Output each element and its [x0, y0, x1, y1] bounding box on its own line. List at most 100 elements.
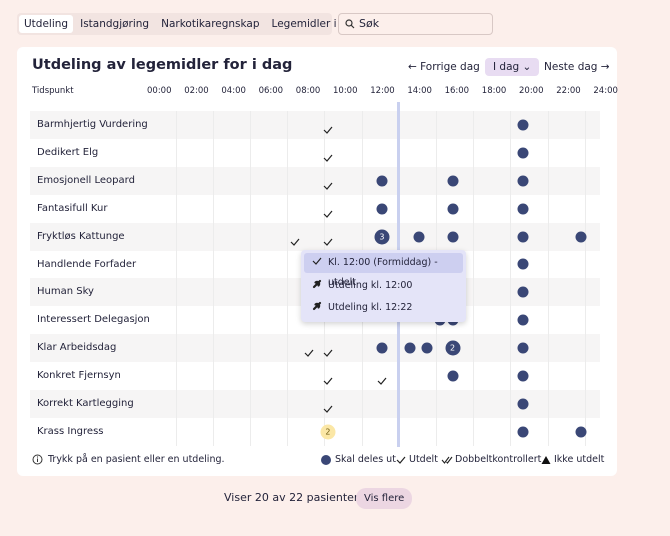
search-field[interactable]: Søk [338, 13, 493, 35]
patient-name: Dedikert Elg [37, 146, 99, 158]
patient-row[interactable]: Klar Arbeidsdag [30, 334, 600, 363]
patient-row[interactable]: Fantasifull Kur [30, 195, 600, 223]
popup-menu: Kl. 12:00 (Formiddag) - utdelt Utdeling k… [301, 250, 466, 322]
event-dot[interactable] [447, 370, 459, 382]
popup-label: Kl. 12:00 (Formiddag) - utdelt [328, 257, 438, 288]
previous-day[interactable]: ← Forrige dag [408, 61, 480, 73]
status-text: Viser 20 av 22 pasienter [224, 491, 359, 504]
event-count[interactable]: 3 [374, 229, 390, 245]
event-dot[interactable] [376, 203, 388, 215]
patient-row[interactable]: Krass Ingress [30, 418, 600, 446]
hour-label: 08:00 [295, 86, 321, 96]
legend-dot [321, 455, 331, 465]
popup-item[interactable]: Kl. 12:00 (Formiddag) - utdelt [304, 253, 463, 288]
hour-label: 22:00 [556, 86, 581, 96]
grid-line [547, 111, 549, 446]
patient-row[interactable]: Barmhjertig Vurdering [30, 111, 600, 139]
today-button[interactable]: I dag ⌄ [485, 58, 540, 76]
event-count[interactable]: 2 [320, 424, 336, 440]
patient-name: Konkret Fjernsyn [37, 370, 121, 382]
hour-label: 16:00 [444, 86, 470, 96]
hour-label: 00:00 [147, 86, 172, 96]
event-check[interactable] [323, 120, 333, 134]
popup-label: Utdeling kl. 12:22 [328, 302, 413, 313]
event-dot[interactable] [517, 314, 529, 326]
event-dot[interactable] [517, 370, 529, 382]
event-dot[interactable] [517, 119, 529, 131]
legend-check [396, 456, 406, 464]
tab[interactable]: Istandgjøring [80, 18, 150, 30]
legend-given: Utdelt [409, 454, 438, 465]
hour-label: 24:00 [593, 86, 618, 96]
event-dot[interactable] [421, 342, 433, 354]
event-dot[interactable] [517, 147, 529, 159]
grid-line [287, 111, 289, 446]
event-dot[interactable] [517, 426, 529, 438]
patient-row[interactable]: Handlende Forfader [30, 251, 600, 279]
show-more-button[interactable]: Vis flere [356, 488, 413, 509]
event-check[interactable] [304, 343, 314, 358]
event-check[interactable] [323, 148, 333, 162]
event-dot[interactable] [517, 398, 529, 410]
patient-name: Interessert Delegasjon [37, 314, 150, 326]
event-check[interactable] [323, 399, 333, 413]
search-placeholder: Søk [359, 17, 380, 30]
event-dot[interactable] [376, 342, 388, 354]
event-dot[interactable] [413, 231, 425, 243]
patient-row[interactable]: Interessert Delegasjon [30, 306, 600, 334]
event-count-label: 2 [450, 343, 456, 353]
event-check[interactable] [323, 343, 333, 358]
patient-row[interactable]: Dedikert Elg [30, 139, 600, 167]
patient-row[interactable]: Fryktløs Kattunge [30, 222, 600, 251]
patient-row[interactable]: Konkret Fjernsyn [30, 362, 600, 390]
event-dot[interactable] [517, 175, 529, 187]
hour-label: 06:00 [258, 86, 284, 96]
previous-day-label: Forrige dag [420, 61, 480, 73]
popup-icon [312, 299, 322, 319]
hour-label: 12:00 [370, 86, 395, 96]
next-day[interactable]: Neste dag → [544, 61, 610, 73]
next-day-label: Neste dag [544, 61, 598, 73]
event-dot[interactable] [517, 342, 529, 354]
hour-label: 18:00 [481, 86, 507, 96]
patient-name: Fryktløs Kattunge [37, 230, 125, 242]
event-check[interactable] [377, 371, 387, 385]
event-check[interactable] [323, 232, 333, 246]
event-dot[interactable] [517, 286, 529, 298]
patient-name: Klar Arbeidsdag [37, 342, 117, 354]
legend-double-checked: Dobbeltkontrollert [455, 454, 542, 465]
event-dot[interactable] [575, 231, 587, 243]
event-dot[interactable] [517, 258, 529, 270]
hour-label: 10:00 [333, 86, 358, 96]
event-count[interactable]: 2 [445, 340, 461, 356]
today-label: I dag [493, 61, 520, 73]
grid-line [212, 111, 214, 446]
event-dot[interactable] [517, 203, 529, 215]
event-dot[interactable] [447, 231, 459, 243]
card-title: Utdeling av legemidler for i dag [32, 57, 293, 73]
event-check[interactable] [323, 176, 333, 190]
event-dot[interactable] [517, 231, 529, 243]
event-check[interactable] [323, 371, 333, 385]
event-dot[interactable] [575, 426, 587, 438]
tab[interactable]: Utdeling [19, 15, 74, 33]
column-header: Tidspunkt [32, 86, 74, 96]
grid-line [584, 111, 586, 446]
event-dot[interactable] [404, 342, 416, 354]
event-check[interactable] [323, 204, 333, 218]
patient-name: Human Sky [37, 286, 94, 298]
popup-item[interactable]: Utdeling kl. 12:22 [304, 298, 463, 318]
event-dot[interactable] [376, 175, 388, 187]
tab[interactable]: Narkotikaregnskap [161, 18, 260, 30]
patient-row[interactable]: Emosjonell Leopard [30, 166, 600, 195]
event-dot[interactable] [447, 203, 459, 215]
hint: Trykk på en pasient eller en utdeling. [48, 454, 225, 465]
grid-line [473, 111, 475, 446]
legend-triangle [541, 456, 551, 464]
event-dot[interactable] [447, 175, 459, 187]
patient-row[interactable]: Korrekt Kartlegging [30, 390, 600, 418]
patient-name: Fantasifull Kur [37, 202, 108, 214]
event-check[interactable] [290, 232, 300, 246]
popup-item[interactable]: Utdeling kl. 12:00 [304, 276, 463, 296]
popup-label: Utdeling kl. 12:00 [328, 279, 413, 291]
